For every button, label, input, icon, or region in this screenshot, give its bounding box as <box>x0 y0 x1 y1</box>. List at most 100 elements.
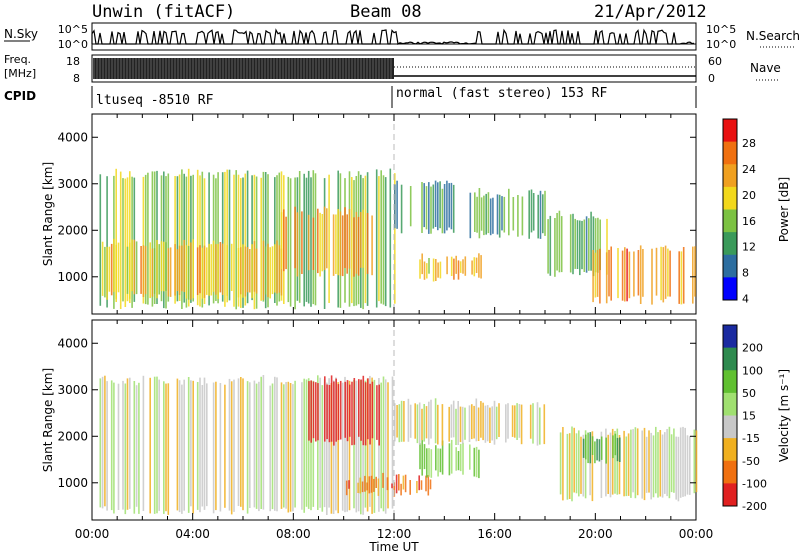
scan-stripe <box>469 192 472 239</box>
y-tick-label: 3000 <box>57 383 88 397</box>
scan-stripe <box>187 168 190 307</box>
scan-stripe <box>104 375 106 507</box>
scan-stripe <box>643 427 646 501</box>
scan-stripe <box>269 247 271 299</box>
scan-stripe <box>163 241 165 292</box>
scan-stripe <box>335 377 337 511</box>
scan-stripe <box>616 437 619 462</box>
scan-stripe <box>355 380 358 513</box>
scan-stripe <box>425 475 427 492</box>
scan-stripe <box>255 248 258 294</box>
scan-stripe <box>308 381 310 441</box>
scan-stripe <box>617 248 619 299</box>
scan-stripe <box>163 171 165 309</box>
scan-stripe <box>398 474 400 491</box>
scan-stripe <box>332 214 335 276</box>
scan-stripe <box>258 381 260 512</box>
scan-stripe <box>569 214 572 273</box>
scan-stripe <box>314 173 317 306</box>
scan-stripe <box>357 216 360 276</box>
scan-stripe <box>126 378 129 510</box>
colorbar-label: Velocity [m s⁻¹] <box>777 369 791 462</box>
colorbar-segment <box>723 254 737 278</box>
scan-stripe <box>249 382 251 508</box>
colorbar-segment <box>723 415 737 439</box>
scan-stripe <box>434 180 437 227</box>
scan-stripe <box>185 245 188 299</box>
scan-stripe <box>187 245 190 300</box>
scan-stripe <box>430 186 432 234</box>
scan-stripe <box>208 243 210 296</box>
scan-stripe <box>129 377 131 509</box>
colorbar-tick-label: -50 <box>742 455 760 468</box>
scan-stripe <box>419 259 421 279</box>
scan-stripe <box>532 403 534 444</box>
scan-stripe <box>366 213 369 274</box>
scan-stripe <box>124 383 127 515</box>
scan-stripe <box>364 175 367 304</box>
scan-stripe <box>473 447 476 477</box>
nsky-trace <box>91 28 696 45</box>
scan-stripe <box>246 247 249 293</box>
scan-stripe <box>346 380 349 442</box>
scan-stripe <box>380 170 382 304</box>
scan-stripe <box>428 182 430 234</box>
scan-stripe <box>219 383 222 512</box>
scan-stripe <box>380 382 382 509</box>
scan-stripe <box>446 180 448 231</box>
scan-stripe <box>476 196 478 233</box>
scan-stripe <box>174 176 176 304</box>
scan-stripe <box>591 436 594 455</box>
scan-stripe <box>600 436 603 460</box>
data-region <box>308 375 380 446</box>
y-tick-label: 4000 <box>57 130 88 144</box>
scan-stripe <box>378 384 380 446</box>
scan-stripe <box>178 245 181 296</box>
scan-stripe <box>562 427 564 501</box>
scan-stripe <box>267 174 269 308</box>
scan-stripe <box>190 242 192 300</box>
scan-stripe <box>607 434 609 494</box>
scan-stripe <box>679 427 682 498</box>
scan-stripe <box>371 215 373 276</box>
time-tick-label: 00:00 <box>75 527 110 541</box>
scan-stripe <box>677 436 680 502</box>
scan-stripe <box>584 430 587 499</box>
scan-stripe <box>341 215 344 277</box>
scan-stripe <box>165 242 167 291</box>
scan-stripe <box>633 251 635 297</box>
scan-stripe <box>409 186 412 227</box>
scan-stripe <box>361 481 364 493</box>
scan-stripe <box>628 251 631 299</box>
scan-stripe <box>264 172 267 309</box>
scan-stripe <box>669 250 671 297</box>
scan-stripe <box>529 404 532 439</box>
scan-stripe <box>237 378 240 506</box>
scan-stripe <box>489 407 491 443</box>
scan-stripe <box>387 382 389 509</box>
colorbar-segment <box>723 141 737 165</box>
scan-stripe <box>99 174 102 306</box>
scan-stripe <box>630 429 632 498</box>
scan-stripe <box>498 194 501 238</box>
scan-stripe <box>339 211 342 276</box>
scan-stripe <box>428 401 430 445</box>
scan-stripe <box>394 403 396 442</box>
scan-stripe <box>310 380 312 511</box>
data-region <box>394 180 455 234</box>
scan-stripe <box>221 243 224 295</box>
scan-stripe <box>335 214 337 274</box>
scan-stripe <box>260 177 262 301</box>
scan-stripe <box>441 404 444 446</box>
scan-stripe <box>606 218 608 275</box>
scan-stripe <box>692 246 694 304</box>
scan-stripe <box>303 378 305 513</box>
scan-stripe <box>556 213 558 271</box>
scan-stripe <box>362 209 364 268</box>
y-axis-label: Slant Range [km] <box>41 368 55 472</box>
scan-stripe <box>326 208 328 269</box>
scan-stripe <box>530 189 533 233</box>
freq-tick-bottom: 8 <box>73 72 80 85</box>
scan-stripe <box>675 436 677 500</box>
